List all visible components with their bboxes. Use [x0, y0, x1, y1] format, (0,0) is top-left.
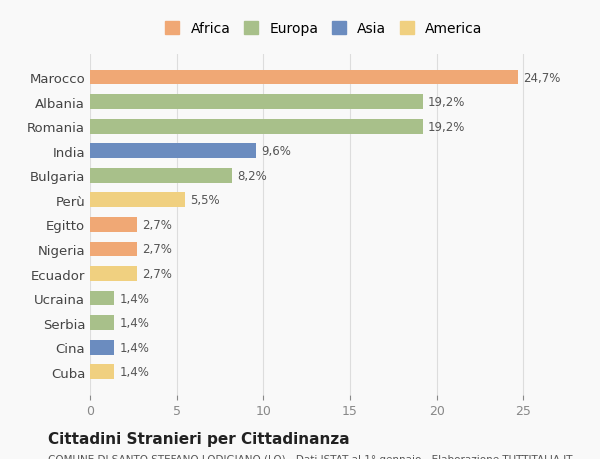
Text: 19,2%: 19,2% — [428, 96, 466, 109]
Bar — [90, 316, 114, 330]
Bar — [90, 71, 518, 85]
Bar — [90, 119, 423, 134]
Text: 5,5%: 5,5% — [191, 194, 220, 207]
Text: 1,4%: 1,4% — [119, 341, 149, 354]
Bar — [90, 95, 423, 110]
Text: 8,2%: 8,2% — [238, 169, 267, 182]
Bar — [90, 144, 256, 159]
Text: 2,7%: 2,7% — [142, 243, 172, 256]
Legend: Africa, Europa, Asia, America: Africa, Europa, Asia, America — [161, 18, 487, 40]
Text: Cittadini Stranieri per Cittadinanza: Cittadini Stranieri per Cittadinanza — [48, 431, 350, 447]
Text: 1,4%: 1,4% — [119, 316, 149, 330]
Bar — [90, 218, 137, 232]
Bar — [90, 364, 114, 379]
Text: 2,7%: 2,7% — [142, 218, 172, 231]
Text: 1,4%: 1,4% — [119, 292, 149, 305]
Text: 19,2%: 19,2% — [428, 120, 466, 134]
Bar — [90, 340, 114, 355]
Bar — [90, 193, 185, 208]
Text: 2,7%: 2,7% — [142, 268, 172, 280]
Text: 9,6%: 9,6% — [262, 145, 292, 158]
Bar — [90, 242, 137, 257]
Bar — [90, 291, 114, 306]
Bar — [90, 168, 232, 183]
Text: COMUNE DI SANTO STEFANO LODIGIANO (LO) - Dati ISTAT al 1° gennaio - Elaborazione: COMUNE DI SANTO STEFANO LODIGIANO (LO) -… — [48, 454, 572, 459]
Text: 1,4%: 1,4% — [119, 365, 149, 378]
Text: 24,7%: 24,7% — [523, 72, 561, 84]
Bar — [90, 267, 137, 281]
